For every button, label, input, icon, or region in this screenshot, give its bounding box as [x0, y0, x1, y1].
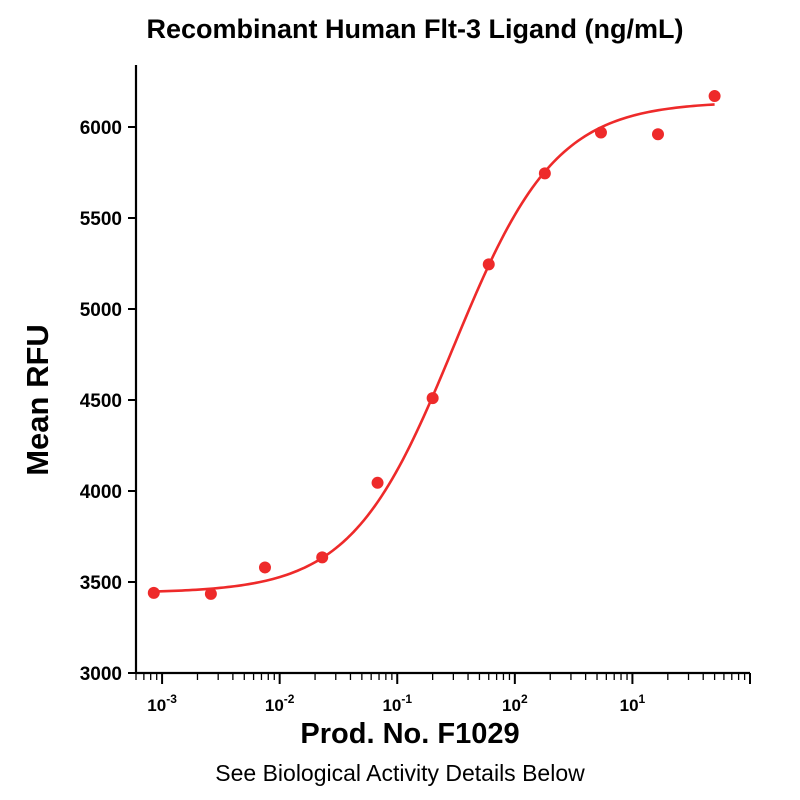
y-axis-ticks: 3000 3500 4000 4500 5000 5500 6000 — [80, 118, 136, 685]
data-point — [426, 392, 439, 405]
y-tick-label: 3500 — [80, 573, 122, 594]
chart-title: Recombinant Human Flt-3 Ligand (ng/mL) — [146, 14, 684, 44]
data-point — [204, 587, 217, 600]
y-tick-label: 3000 — [80, 664, 122, 685]
data-point — [594, 126, 607, 139]
y-tick-label: 5500 — [80, 209, 122, 230]
y-tick-label: 6000 — [80, 118, 122, 139]
x-tick-label: 10-1 — [382, 692, 412, 715]
x-tick-label: 101 — [620, 692, 646, 715]
product-number: Prod. No. F1029 — [300, 718, 520, 750]
data-point — [482, 258, 495, 271]
x-tick-label: 10-2 — [265, 692, 295, 715]
data-point — [258, 561, 271, 574]
data-point — [538, 167, 551, 180]
data-points — [147, 90, 721, 600]
data-point — [651, 128, 664, 141]
activity-note: See Biological Activity Details Below — [215, 760, 585, 786]
data-point — [708, 90, 721, 103]
x-axis-ticks: 10-3 10-2 10-1 102 101 — [135, 673, 751, 715]
data-point — [147, 586, 160, 599]
x-tick-label: 10-3 — [147, 692, 177, 715]
data-point — [371, 476, 384, 489]
y-tick-label: 5000 — [80, 300, 122, 321]
y-tick-label: 4500 — [80, 391, 122, 412]
y-tick-label: 4000 — [80, 482, 122, 503]
fit-curve — [153, 103, 715, 593]
x-tick-label: 102 — [502, 692, 528, 715]
data-point — [316, 551, 329, 564]
